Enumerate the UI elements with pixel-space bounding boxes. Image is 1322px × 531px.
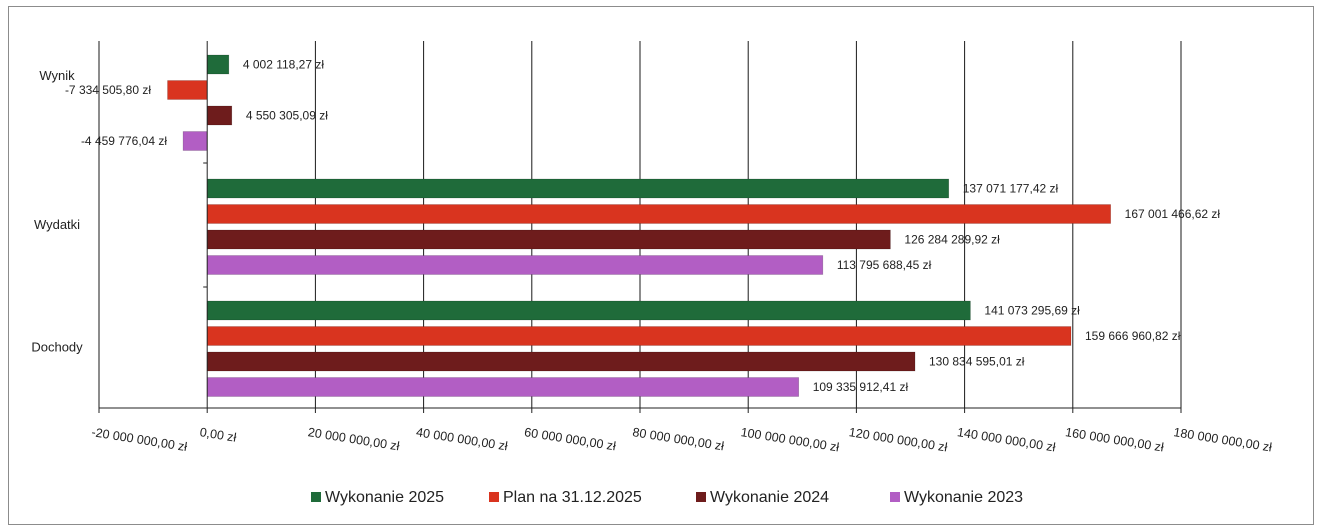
category-label: Dochody: [31, 340, 83, 355]
bar: [206, 204, 1111, 224]
data-label: 159 666 960,82 zł: [1085, 329, 1181, 343]
data-label: -4 459 776,04 zł: [81, 134, 167, 148]
x-tick-label: 0,00 zł: [199, 425, 238, 445]
legend-label: Wykonanie 2023: [904, 489, 1023, 506]
data-label: 130 834 595,01 zł: [929, 355, 1025, 369]
legend-label: Wykonanie 2025: [325, 489, 444, 506]
legend-swatch: [311, 492, 321, 502]
x-tick-label: 80 000 000,00 zł: [632, 425, 726, 453]
bar-chart: -20 000 000,00 zł 0,00 zł 20 000 000,00 zł…: [31, 41, 1274, 506]
x-tick-label: -20 000 000,00 zł: [91, 425, 189, 454]
x-tick-label: 40 000 000,00 zł: [415, 425, 509, 453]
bar: [206, 377, 800, 397]
x-tick-label: 120 000 000,00 zł: [848, 425, 949, 454]
bar: [206, 178, 950, 199]
x-tick-label: 20 000 000,00 zł: [307, 425, 401, 453]
data-label: 137 071 177,42 zł: [963, 182, 1059, 196]
legend-label: Plan na 31.12.2025: [503, 489, 642, 506]
data-label: 109 335 912,41 zł: [813, 380, 909, 394]
x-tick-label: 160 000 000,00 zł: [1064, 425, 1165, 454]
data-label: 126 284 289,92 zł: [904, 233, 1000, 247]
category-label: Wydatki: [34, 217, 80, 232]
legend-swatch: [890, 492, 900, 502]
bar: [206, 105, 233, 126]
bar: [206, 326, 1072, 346]
data-label: -7 334 505,80 zł: [65, 83, 151, 97]
bar: [206, 229, 891, 250]
bar: [206, 255, 824, 275]
data-label: 167 001 466,62 zł: [1125, 207, 1221, 221]
data-label: 141 073 295,69 zł: [984, 304, 1080, 318]
data-label: 4 002 118,27 zł: [243, 58, 325, 72]
bar: [206, 54, 230, 75]
legend-swatch: [696, 492, 706, 502]
x-tick-label: 100 000 000,00 zł: [740, 425, 841, 454]
chart-frame: -20 000 000,00 zł 0,00 zł 20 000 000,00 zł…: [8, 6, 1314, 525]
bar: [206, 300, 971, 321]
legend-swatch: [489, 492, 499, 502]
bars: [167, 54, 1111, 397]
bar: [206, 351, 916, 372]
bar: [182, 131, 208, 151]
data-label: 113 795 688,45 zł: [837, 258, 932, 272]
gridlines: [98, 41, 1182, 408]
x-tick-label: 140 000 000,00 zł: [956, 425, 1057, 454]
data-labels: Wynik 4 002 118,27 zł -7 334 505,80 zł 4 55…: [31, 58, 1220, 395]
bar: [167, 80, 208, 100]
category-label: Wynik: [39, 68, 75, 83]
legend: Wykonanie 2025 Plan na 31.12.2025 Wykonani…: [311, 489, 1023, 506]
legend-label: Wykonanie 2024: [710, 489, 829, 506]
x-tick-label: 180 000 000,00 zł: [1173, 425, 1274, 454]
x-tick-label: 60 000 000,00 zł: [523, 425, 617, 453]
data-label: 4 550 305,09 zł: [246, 109, 328, 123]
